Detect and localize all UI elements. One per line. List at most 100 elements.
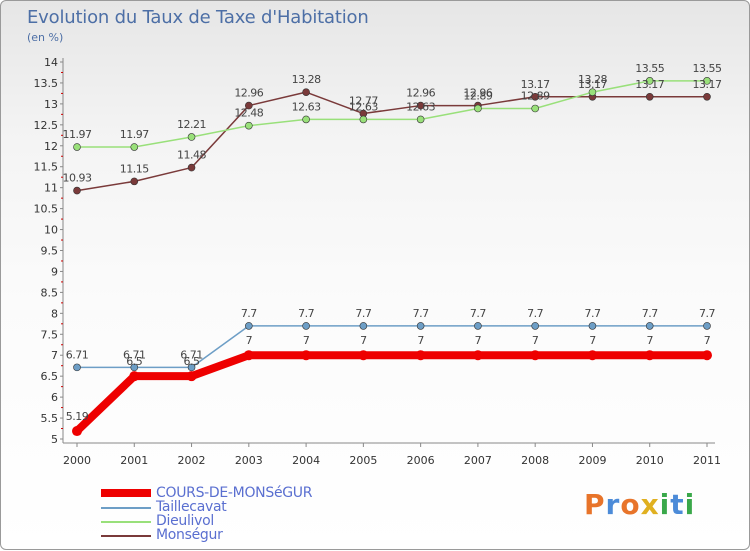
data-label: 11.15 (120, 162, 149, 175)
data-label: 7.7 (470, 307, 486, 320)
data-point-3 (130, 177, 139, 186)
data-point-3 (645, 92, 654, 101)
data-point-2 (531, 104, 539, 113)
unit-label: (en %) (27, 31, 64, 44)
data-point-1 (416, 322, 425, 330)
data-point-0 (702, 350, 712, 361)
y-tick-label: 7 (51, 349, 58, 362)
data-label: 11.97 (63, 128, 92, 141)
legend-label-dieulivol: Dieulivol (156, 513, 214, 529)
data-point-2 (416, 115, 425, 124)
data-point-1 (474, 322, 482, 330)
x-tick-label: 2011 (693, 454, 721, 467)
data-point-0 (358, 350, 369, 361)
data-label: 7 (532, 334, 539, 347)
data-point-2 (474, 104, 482, 113)
data-label: 7 (475, 334, 482, 347)
legend-swatch-dieulivol (101, 521, 151, 523)
data-point-3 (187, 163, 196, 172)
data-point-3 (245, 101, 253, 110)
data-point-1 (531, 322, 539, 330)
data-label: 13.17 (635, 78, 664, 91)
data-label: 12.96 (234, 87, 263, 100)
x-tick-label: 2000 (63, 454, 91, 467)
x-tick-label: 2002 (178, 454, 206, 467)
legend-label-cours: COURS-DE-MONSéGUR (156, 485, 313, 501)
data-label: 6.5 (126, 355, 142, 368)
y-tick-label: 5 (51, 433, 58, 446)
data-label: 7 (360, 334, 367, 347)
data-label: 7 (704, 334, 711, 347)
logo-letter: o (620, 488, 641, 521)
logo-letter: t (670, 488, 685, 521)
data-label: 6.71 (123, 348, 146, 361)
data-point-2 (187, 133, 196, 141)
data-point-1 (245, 322, 253, 330)
legend-swatch-cours (101, 489, 151, 497)
y-tick-label: 10 (44, 224, 58, 237)
x-tick-label: 2006 (407, 454, 435, 467)
legend-swatch-monsegur (101, 535, 151, 537)
data-label: 12.96 (406, 87, 435, 100)
x-tick-label: 2004 (292, 454, 320, 467)
data-label: 12.89 (463, 89, 492, 102)
data-label: 5.19 (66, 410, 89, 423)
data-point-1 (130, 363, 139, 372)
logo-letter: x (640, 488, 660, 521)
y-tick-label: 13.5 (34, 77, 59, 90)
y-tick-label: 9.5 (41, 245, 59, 258)
data-point-2 (645, 77, 654, 85)
data-point-0 (415, 350, 426, 361)
data-point-1 (359, 322, 368, 330)
data-point-2 (73, 143, 81, 151)
data-label: 6.71 (180, 348, 203, 361)
y-tick-label: 5.5 (41, 412, 59, 425)
data-label: 12.21 (177, 118, 206, 131)
data-point-2 (130, 143, 139, 151)
data-label: 7.7 (298, 307, 314, 320)
x-tick-label: 2007 (464, 454, 492, 467)
data-point-0 (301, 350, 312, 361)
data-label: 12.89 (521, 89, 550, 102)
data-label: 13.28 (292, 73, 321, 86)
x-tick-label: 2009 (578, 454, 606, 467)
data-label: 7 (303, 334, 310, 347)
data-label: 7.7 (584, 307, 600, 320)
data-label: 12.96 (463, 87, 492, 100)
y-tick-label: 13 (44, 98, 58, 111)
y-tick-label: 6.5 (41, 370, 59, 383)
data-label: 13.17 (578, 78, 607, 91)
data-point-3 (531, 92, 539, 101)
data-label: 7 (417, 334, 424, 347)
data-label: 6.5 (184, 355, 200, 368)
y-tick-label: 7.5 (41, 328, 59, 341)
y-tick-label: 9 (51, 265, 58, 278)
y-tick-label: 12 (44, 140, 58, 153)
data-label: 12.63 (349, 100, 378, 113)
data-label: 6.71 (66, 348, 89, 361)
data-point-0 (243, 350, 254, 361)
data-label: 11.48 (177, 149, 206, 162)
legend-swatch-taillecavat (101, 507, 151, 509)
data-point-2 (302, 115, 310, 124)
data-point-0 (472, 350, 483, 361)
data-point-2 (359, 115, 368, 124)
data-label: 7.7 (241, 307, 257, 320)
data-label: 7 (646, 334, 653, 347)
data-label: 12.77 (349, 95, 378, 108)
y-tick-label: 11.5 (34, 161, 59, 174)
logo-letter: r (605, 488, 621, 521)
y-tick-label: 10.5 (34, 203, 59, 216)
data-point-2 (245, 121, 253, 130)
series-line-1 (76, 325, 708, 369)
data-point-1 (73, 363, 81, 372)
logo-letter: i (684, 488, 696, 521)
data-point-0 (644, 350, 655, 361)
data-label: 11.97 (120, 128, 149, 141)
data-point-1 (187, 363, 196, 372)
data-label: 7.7 (527, 307, 543, 320)
data-point-1 (703, 322, 711, 330)
legend-label-taillecavat: Taillecavat (156, 499, 227, 515)
data-label: 10.93 (63, 172, 92, 185)
